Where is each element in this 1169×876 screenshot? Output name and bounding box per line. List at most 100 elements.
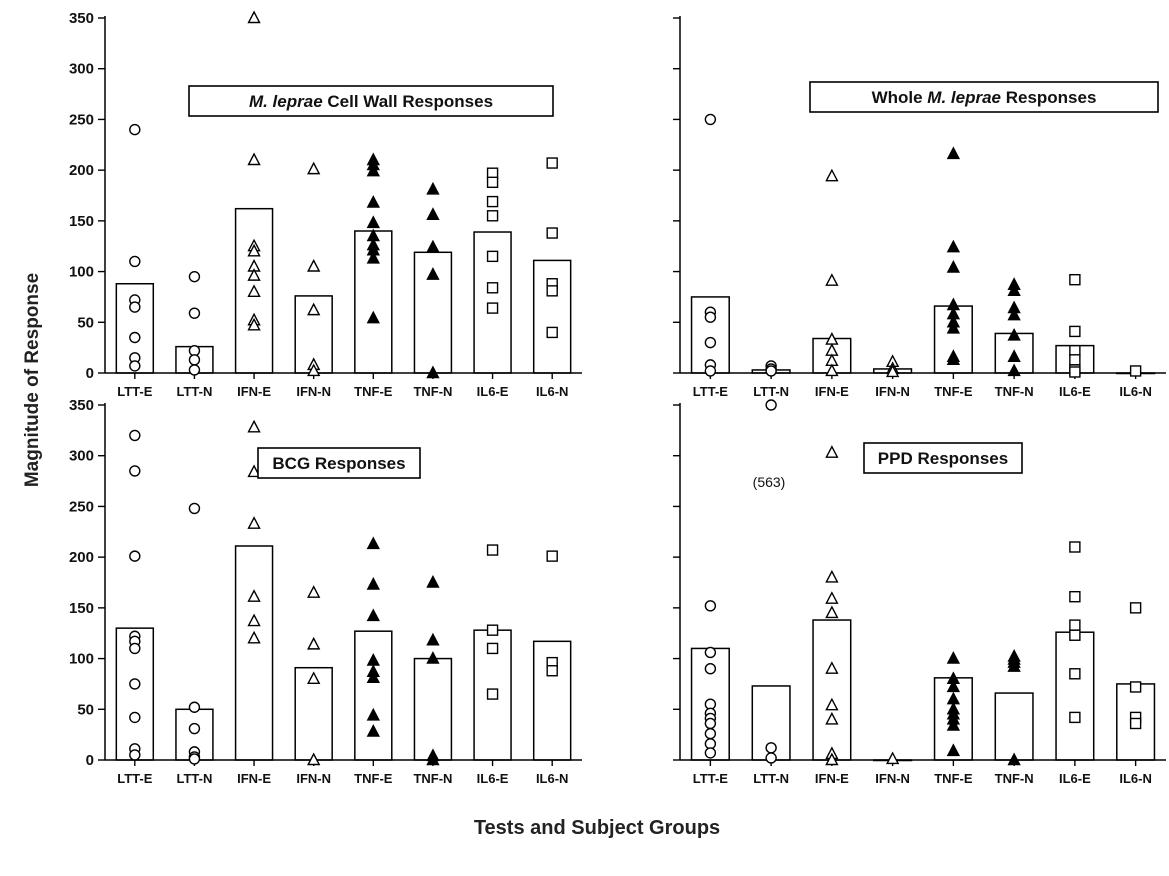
data-point <box>247 419 261 433</box>
data-point <box>486 282 499 294</box>
panel-title-frame <box>863 442 1023 474</box>
bar-tnf-e <box>354 630 393 761</box>
data-point <box>188 722 201 735</box>
x-tick-label: TNF-E <box>354 384 393 399</box>
panel-title-frame <box>809 81 1159 113</box>
data-point <box>247 613 261 627</box>
data-point <box>704 311 717 323</box>
data-point <box>946 146 961 160</box>
bar-tnf-n <box>994 692 1034 761</box>
data-point <box>129 429 141 442</box>
data-point <box>704 727 717 740</box>
x-tick-label: LTT-E <box>693 771 728 786</box>
data-point <box>546 326 558 339</box>
data-point <box>188 502 201 515</box>
panel-ppd: LTT-E LTT-N IFN-E IFN-N TNF-E TNF-N IL6-E IL6-N… <box>673 399 1166 786</box>
y-tick-label: 100 <box>69 651 94 668</box>
x-tick-label: LTT-N <box>753 771 789 786</box>
data-point <box>247 10 261 24</box>
x-tick-label: LTT-E <box>693 384 728 399</box>
data-point <box>426 752 440 766</box>
data-point <box>129 678 141 690</box>
x-tick-label: IFN-N <box>875 384 910 399</box>
data-point <box>426 207 440 220</box>
data-point <box>1069 541 1081 553</box>
y-tick-label: 200 <box>69 162 94 179</box>
data-point <box>129 301 141 313</box>
data-point <box>247 630 261 644</box>
data-point <box>1069 273 1081 286</box>
data-point <box>946 743 961 757</box>
data-point <box>247 268 261 281</box>
bar-ifn-e <box>234 545 274 761</box>
data-point <box>366 163 380 177</box>
data-point <box>546 550 558 562</box>
data-point <box>1129 681 1142 693</box>
data-point <box>486 195 499 208</box>
data-point <box>1129 717 1142 730</box>
data-point <box>765 399 777 411</box>
data-point <box>1007 349 1021 362</box>
data-point <box>486 302 499 314</box>
data-point <box>426 651 440 664</box>
data-point <box>1069 325 1081 338</box>
data-point <box>366 250 380 264</box>
data-point <box>247 243 261 257</box>
panel-cell-wall: 0 50 100 150 200 250 300 350 LTT-E LTT-N IFN-E IFN-… <box>69 10 582 399</box>
data-point <box>1129 365 1142 377</box>
data-point <box>188 270 201 283</box>
data-point <box>366 195 380 208</box>
data-point <box>247 516 261 529</box>
data-point <box>704 365 717 377</box>
data-point <box>825 363 839 377</box>
data-point <box>704 336 717 349</box>
x-tick-label: TNF-N <box>413 771 452 786</box>
data-point <box>825 661 839 674</box>
data-point <box>307 585 321 598</box>
x-tick-label: TNF-E <box>354 771 393 786</box>
y-tick-label: 300 <box>69 61 94 78</box>
data-point <box>366 707 380 721</box>
x-tick-label: TNF-N <box>995 771 1034 786</box>
y-axis-title: Magnitude of Response <box>22 273 43 487</box>
data-point <box>307 671 321 685</box>
x-tick-label: IL6-N <box>536 384 569 399</box>
y-tick-label: 0 <box>86 752 94 769</box>
data-point <box>825 273 839 286</box>
data-point <box>129 550 141 562</box>
y-tick-label: 250 <box>69 111 94 128</box>
y-tick-label: 200 <box>69 549 94 566</box>
x-tick-label: IFN-E <box>237 771 271 786</box>
x-tick-label: TNF-N <box>413 384 452 399</box>
data-point <box>129 123 141 136</box>
data-point <box>247 464 261 478</box>
x-tick-label: IFN-N <box>296 384 331 399</box>
data-point <box>188 364 201 376</box>
panel-title: Whole M. leprae Responses <box>872 88 1097 107</box>
panel-title: PPD Responses <box>878 449 1008 468</box>
x-tick-label: IFN-E <box>237 384 271 399</box>
data-point <box>247 284 261 298</box>
data-point <box>704 663 717 675</box>
data-point <box>1007 307 1021 321</box>
data-point <box>825 591 839 604</box>
data-point <box>129 642 141 655</box>
data-point <box>825 711 839 725</box>
x-tick-label: LTT-N <box>177 384 213 399</box>
data-point <box>546 157 558 169</box>
data-point <box>946 352 961 366</box>
off-scale-annotation: (563) <box>753 474 786 490</box>
data-point <box>946 239 961 253</box>
data-point <box>825 697 839 711</box>
panel-title: M. leprae Cell Wall Responses <box>249 92 493 111</box>
data-point <box>188 307 201 319</box>
x-tick-label: IL6-E <box>477 771 509 786</box>
y-tick-label: 250 <box>69 498 94 515</box>
data-point <box>307 258 321 272</box>
data-point <box>426 365 440 379</box>
x-tick-label: IL6-N <box>536 771 569 786</box>
y-tick-label: 150 <box>69 213 94 230</box>
data-point <box>885 364 900 378</box>
data-point <box>1069 366 1081 378</box>
data-point <box>546 285 558 297</box>
